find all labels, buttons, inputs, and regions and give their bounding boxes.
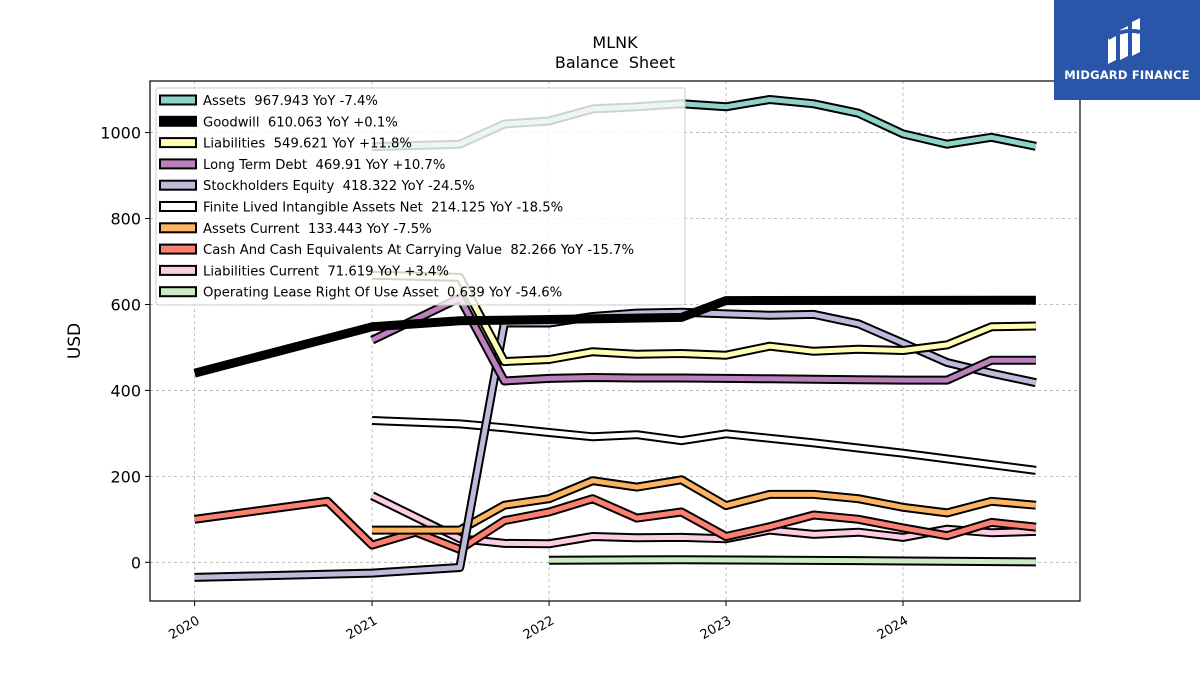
legend-swatch	[159, 222, 197, 234]
legend-swatch	[159, 137, 197, 149]
series-line	[193, 295, 1036, 378]
x-axis-ticks: 2020 2021 2022 2023 2024	[166, 601, 911, 643]
legend-item: Liabilities 549.621 YoY +11.8%	[159, 137, 412, 152]
logo-mark-icon	[1106, 18, 1141, 64]
legend-swatch	[159, 286, 197, 298]
legend-item: Cash And Cash Equivalents At Carrying Va…	[159, 243, 634, 258]
legend: Assets 967.943 YoY -7.4% Goodwill 610.063…	[155, 87, 686, 306]
series-finite-lived-intangible-assets-net	[371, 416, 1037, 475]
legend-swatch	[159, 94, 197, 106]
legend-label: Assets 967.943 YoY -7.4%	[203, 94, 378, 109]
legend-label: Assets Current 133.443 YoY -7.5%	[203, 222, 432, 237]
logo-text: MIDGARD FINANCE	[1064, 68, 1190, 82]
legend-swatch	[159, 179, 197, 191]
series-outline	[371, 416, 1037, 475]
legend-box	[155, 87, 686, 306]
legend-label: Liabilities Current 71.619 YoY +3.4%	[203, 264, 449, 279]
y-tick-label: 400	[110, 381, 141, 400]
x-tick-label: 2020	[166, 613, 202, 643]
series-line	[549, 557, 1036, 565]
x-tick-label: 2024	[875, 613, 911, 643]
y-axis-ticks: 0 200 400 600 800 1000	[100, 124, 150, 572]
y-tick-label: 600	[110, 295, 141, 314]
legend-label: Stockholders Equity 418.322 YoY -24.5%	[203, 179, 475, 194]
legend-label: Finite Lived Intangible Assets Net 214.1…	[203, 201, 563, 216]
x-tick-label: 2022	[521, 613, 557, 643]
series-line	[372, 477, 1037, 533]
series-operating-lease-right-of-use-asset	[549, 555, 1036, 567]
legend-label: Cash And Cash Equivalents At Carrying Va…	[203, 243, 634, 258]
chart-subtitle: Balance Sheet	[555, 53, 675, 72]
legend-item: Assets 967.943 YoY -7.4%	[159, 94, 378, 109]
legend-item: Operating Lease Right Of Use Asset 0.639…	[159, 286, 562, 301]
legend-label: Long Term Debt 469.91 YoY +10.7%	[203, 158, 445, 173]
legend-item: Finite Lived Intangible Assets Net 214.1…	[159, 201, 563, 216]
legend-item: Assets Current 133.443 YoY -7.5%	[159, 222, 432, 237]
midgard-finance-logo: MIDGARD FINANCE	[1054, 0, 1200, 100]
legend-item: Goodwill 610.063 YoY +0.1%	[159, 115, 398, 130]
series-liabilities	[371, 270, 1036, 367]
series-goodwill	[193, 295, 1036, 378]
legend-swatch	[159, 115, 197, 127]
y-tick-label: 0	[131, 553, 141, 572]
y-tick-label: 200	[110, 467, 141, 486]
series-long-term-debt	[370, 293, 1036, 386]
legend-item: Long Term Debt 469.91 YoY +10.7%	[159, 158, 445, 173]
chart-title: MLNK	[592, 33, 638, 52]
plot-frame	[149, 80, 1081, 602]
legend-label: Goodwill 610.063 YoY +0.1%	[203, 115, 398, 130]
legend-item: Stockholders Equity 418.322 YoY -24.5%	[159, 179, 475, 194]
series-assets-current	[372, 475, 1037, 535]
series-line	[372, 272, 1036, 365]
series-line	[371, 295, 1036, 384]
legend-item: Liabilities Current 71.619 YoY +3.4%	[159, 264, 449, 279]
x-tick-label: 2023	[698, 613, 734, 643]
y-tick-label: 800	[110, 210, 141, 229]
legend-swatch	[159, 264, 197, 276]
legend-swatch	[159, 243, 197, 255]
x-tick-label: 2021	[344, 613, 380, 643]
legend-swatch	[159, 158, 197, 170]
y-tick-label: 1000	[100, 124, 141, 143]
legend-label: Liabilities 549.621 YoY +11.8%	[203, 137, 412, 152]
legend-label: Operating Lease Right Of Use Asset 0.639…	[203, 286, 562, 301]
legend-swatch	[159, 201, 197, 212]
y-axis-label: USD	[65, 323, 85, 359]
